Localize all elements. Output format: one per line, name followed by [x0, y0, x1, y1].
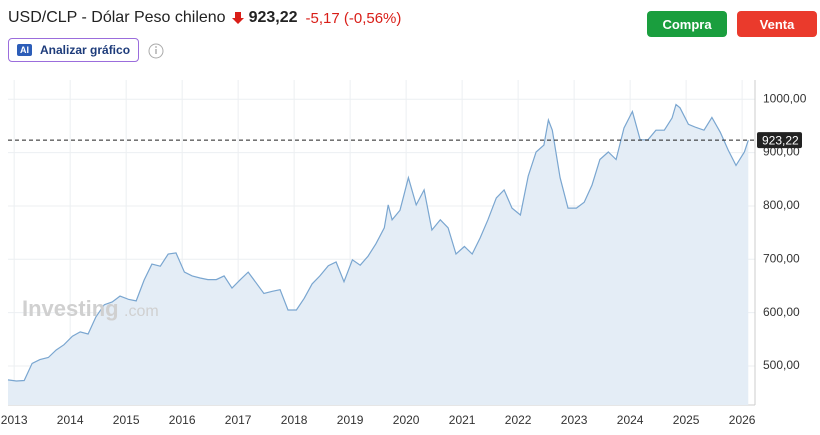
last-price-label: 923,22 [762, 133, 799, 147]
x-tick-label: 2019 [337, 413, 364, 427]
x-tick-label: 2021 [449, 413, 476, 427]
price: 923,22 [248, 9, 298, 26]
x-tick-label: 2016 [169, 413, 196, 427]
y-tick-label: 700,00 [763, 251, 800, 265]
analyze-button[interactable]: AI Analizar gráfico [8, 38, 139, 62]
y-tick-label: 1000,00 [763, 91, 807, 105]
y-tick-label: 900,00 [763, 145, 800, 159]
last-price-badge [757, 132, 802, 149]
x-tick-label: 2015 [113, 413, 140, 427]
x-tick-label: 2013 [1, 413, 28, 427]
x-tick-label: 2022 [505, 413, 532, 427]
analyze-label: Analizar gráfico [40, 43, 131, 57]
watermark: Investing [22, 296, 119, 321]
y-tick-label: 600,00 [763, 305, 800, 319]
y-tick-label: 500,00 [763, 358, 800, 372]
price-change: -5,17 (-0,56%) [305, 9, 402, 27]
x-tick-label: 2014 [57, 413, 84, 427]
buy-button[interactable]: Compra [647, 11, 727, 37]
x-tick-label: 2023 [561, 413, 588, 427]
line [7, 103, 749, 382]
sell-button[interactable]: Venta [737, 11, 817, 37]
watermark-suffix: .com [124, 303, 159, 320]
x-tick-label: 2026 [729, 413, 756, 427]
x-tick-label: 2018 [281, 413, 308, 427]
ai-badge: AI [17, 44, 32, 56]
header: USD/CLP - Dólar Peso chileno 923,22 -5,1… [8, 9, 401, 27]
x-tick-label: 2025 [673, 413, 700, 427]
y-tick-label: 800,00 [763, 198, 800, 212]
down-arrow-icon [231, 12, 244, 24]
x-tick-label: 2017 [225, 413, 252, 427]
area [8, 104, 749, 405]
x-tick-label: 2020 [393, 413, 420, 427]
title: USD/CLP - Dólar Peso chileno [8, 9, 226, 26]
info-icon [148, 43, 164, 59]
x-tick-label: 2024 [617, 413, 644, 427]
